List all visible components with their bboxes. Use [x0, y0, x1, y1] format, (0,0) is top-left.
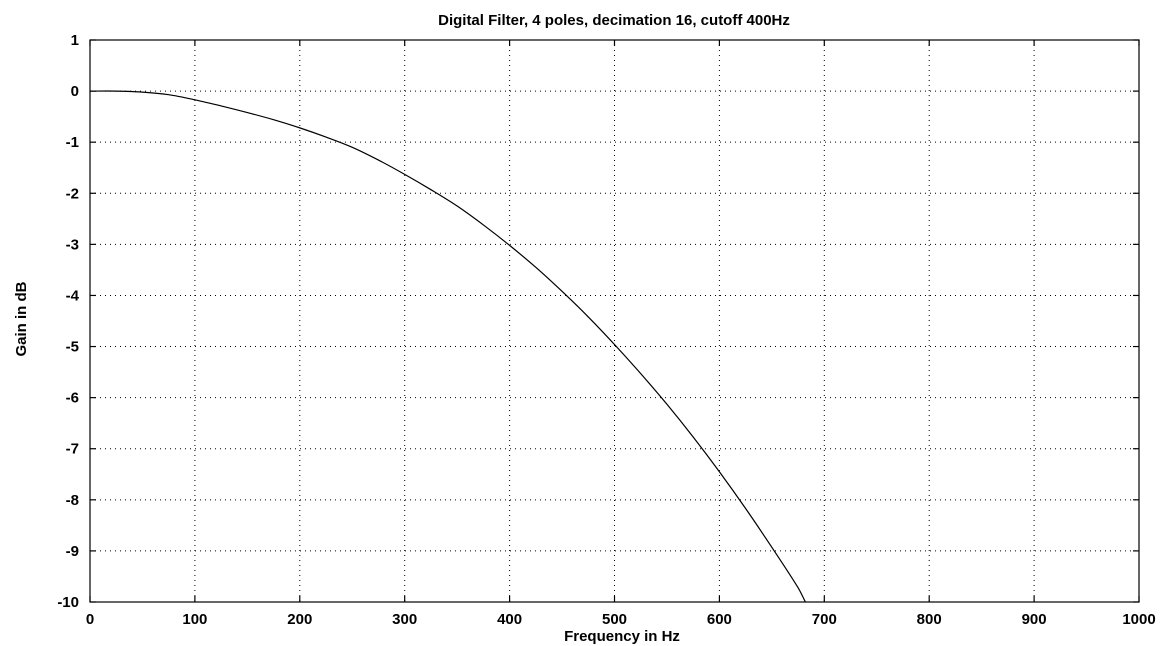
x-tick-label: 200: [287, 611, 312, 628]
y-tick-label: -2: [66, 185, 79, 202]
x-axis-label: Frequency in Hz: [564, 628, 680, 645]
x-tick-label: 300: [392, 611, 417, 628]
x-tick-label: 600: [707, 611, 732, 628]
gain-curve: [89, 90, 806, 603]
grid: [90, 40, 1139, 602]
y-tick-label: -5: [66, 339, 79, 356]
plot-area: [89, 90, 806, 603]
x-tick-label: 100: [182, 611, 207, 628]
y-axis-label: Gain in dB: [13, 281, 30, 356]
y-tick-label: 0: [71, 83, 79, 100]
y-tick-label: -8: [66, 492, 79, 509]
axis-ticks: 0 100 200 300 400 500 600 700 800 900 1000 1 0 -1 -2 -3…: [57, 32, 1155, 628]
x-tick-label: 0: [86, 611, 94, 628]
chart-title: Digital Filter, 4 poles, decimation 16, …: [438, 12, 790, 29]
y-tick-label: -4: [66, 287, 80, 304]
y-tick-label: 1: [71, 32, 79, 49]
x-tick-label: 400: [497, 611, 522, 628]
y-tick-label: -10: [57, 594, 79, 611]
x-tick-label: 1000: [1122, 611, 1155, 628]
y-tick-label: -6: [66, 390, 79, 407]
y-tick-label: -3: [66, 236, 79, 253]
x-tick-label: 700: [812, 611, 837, 628]
x-tick-label: 900: [1022, 611, 1047, 628]
y-tick-label: -1: [66, 134, 79, 151]
x-tick-label: 500: [602, 611, 627, 628]
y-tick-label: -7: [66, 441, 79, 458]
x-tick-label: 800: [917, 611, 942, 628]
y-tick-label: -9: [66, 543, 79, 560]
